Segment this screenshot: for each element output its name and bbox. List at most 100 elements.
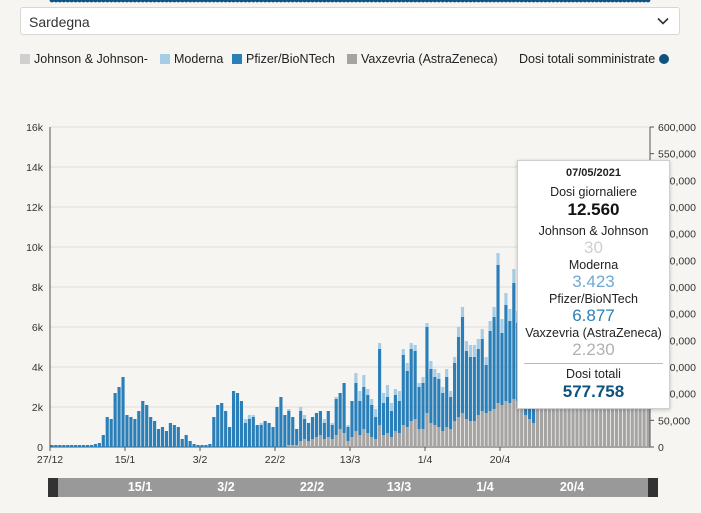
bar-moderna bbox=[453, 357, 457, 363]
bar-az bbox=[401, 425, 405, 447]
x-axis-tick-label: 13/3 bbox=[340, 454, 361, 466]
bar-pfizer bbox=[184, 435, 188, 447]
cumulative-point bbox=[100, 0, 106, 3]
bar-moderna bbox=[251, 415, 255, 417]
cumulative-point bbox=[464, 0, 469, 3]
cumulative-point bbox=[108, 0, 114, 3]
left-axis-tick-label: 10k bbox=[26, 242, 44, 254]
bar-pfizer bbox=[437, 379, 441, 427]
bar-pfizer bbox=[58, 445, 62, 447]
cumulative-point bbox=[396, 0, 402, 3]
bar-az bbox=[464, 419, 469, 447]
tooltip-moderna-value: 3.423 bbox=[572, 272, 615, 291]
right-axis-tick-label: 550,000 bbox=[658, 149, 696, 161]
bar-pfizer bbox=[160, 427, 165, 447]
tooltip-jj-label: Johnson & Johnson bbox=[538, 224, 649, 238]
tooltip-pfizer-value: 6.877 bbox=[572, 306, 615, 325]
cumulative-point bbox=[400, 0, 406, 3]
cumulative-point bbox=[558, 0, 564, 3]
cumulative-point bbox=[132, 0, 138, 3]
bar-pfizer bbox=[413, 351, 417, 419]
legend-item-pfizer[interactable]: Pfizer/BioNTech bbox=[232, 52, 335, 66]
bar-moderna bbox=[358, 391, 362, 401]
timeline-handle-left[interactable] bbox=[48, 478, 58, 497]
chart-tooltip: 07/05/2021 Dosi giornaliere 12.560 Johns… bbox=[517, 160, 670, 409]
cumulative-point bbox=[144, 0, 150, 3]
bar-moderna bbox=[370, 399, 374, 405]
timeline-handle-right[interactable] bbox=[648, 478, 658, 497]
bar-pfizer bbox=[105, 417, 109, 447]
bar-moderna bbox=[334, 397, 338, 399]
cumulative-point bbox=[294, 0, 300, 3]
bar-pfizer bbox=[401, 355, 405, 425]
cumulative-point bbox=[81, 0, 86, 3]
bar-pfizer bbox=[456, 337, 461, 417]
bar-az bbox=[488, 411, 492, 447]
tooltip-daily-value: 12.560 bbox=[567, 200, 620, 219]
legend-item-jj[interactable]: Johnson & Johnson- bbox=[20, 52, 148, 66]
bar-az bbox=[535, 401, 540, 447]
cumulative-point bbox=[235, 0, 240, 3]
bar-az bbox=[583, 395, 587, 447]
legend-label-moderna: Moderna bbox=[174, 52, 224, 66]
bar-pfizer bbox=[129, 417, 133, 447]
cumulative-point bbox=[511, 0, 517, 3]
cumulative-point bbox=[574, 0, 580, 3]
bar-az bbox=[528, 419, 532, 447]
cumulative-point bbox=[148, 0, 154, 3]
timeline-label: 22/2 bbox=[299, 480, 325, 494]
tooltip-daily-label: Dosi giornaliere bbox=[550, 185, 637, 199]
right-axis-tick-label: 600,000 bbox=[658, 122, 696, 134]
bar-pfizer bbox=[299, 411, 303, 441]
bar-moderna bbox=[496, 253, 500, 265]
legend-item-az[interactable]: Vaxzevria (AstraZeneca) bbox=[347, 52, 498, 66]
bar-az bbox=[287, 445, 291, 447]
cumulative-point bbox=[598, 0, 604, 3]
tooltip-date: 07/05/2021 bbox=[565, 167, 622, 179]
bar-pfizer bbox=[125, 415, 129, 447]
cumulative-point bbox=[140, 0, 146, 3]
timeline-brush[interactable]: 15/1 3/2 22/2 13/3 1/4 20/4 bbox=[48, 478, 658, 497]
right-axis-tick-label: 0 bbox=[658, 442, 664, 454]
bar-pfizer bbox=[228, 427, 232, 447]
bar-pfizer bbox=[275, 407, 279, 447]
bar-moderna bbox=[385, 385, 390, 397]
cumulative-point bbox=[215, 0, 221, 3]
bar-az bbox=[334, 435, 338, 447]
bar-moderna bbox=[378, 343, 382, 349]
bar-az bbox=[476, 415, 480, 447]
bar-pfizer bbox=[164, 431, 169, 447]
cumulative-point bbox=[389, 0, 394, 3]
legend-item-moderna[interactable]: Moderna bbox=[160, 52, 223, 66]
bar-moderna bbox=[405, 363, 409, 371]
bar-az bbox=[587, 397, 591, 447]
legend-item-total[interactable]: Dosi totali somministrate bbox=[519, 52, 670, 66]
bar-az bbox=[413, 419, 417, 447]
bar-pfizer bbox=[97, 443, 101, 447]
cumulative-point bbox=[499, 0, 505, 3]
bar-pfizer bbox=[334, 399, 338, 435]
bar-pfizer bbox=[121, 377, 125, 447]
bar-pfizer bbox=[476, 349, 480, 415]
tooltip-total-value: 577.758 bbox=[562, 382, 625, 401]
bar-az bbox=[310, 439, 315, 447]
bar-pfizer bbox=[389, 411, 394, 437]
bar-az bbox=[634, 402, 638, 447]
bar-pfizer bbox=[283, 415, 287, 447]
bar-az bbox=[354, 431, 358, 447]
bar-az bbox=[441, 431, 445, 447]
bar-pfizer bbox=[492, 317, 496, 409]
bar-moderna bbox=[374, 409, 378, 417]
bar-moderna bbox=[409, 343, 413, 349]
cumulative-point bbox=[227, 0, 233, 3]
bar-pfizer bbox=[464, 351, 469, 419]
left-axis-tick-label: 4k bbox=[32, 362, 44, 374]
cumulative-point bbox=[614, 0, 619, 3]
bar-pfizer bbox=[480, 339, 484, 411]
bar-moderna bbox=[433, 369, 437, 377]
legend-label-total: Dosi totali somministrate bbox=[519, 52, 656, 66]
bar-pfizer bbox=[512, 283, 516, 399]
region-select[interactable]: Sardegna bbox=[20, 7, 680, 35]
bar-az bbox=[437, 427, 441, 447]
bar-az bbox=[378, 425, 382, 447]
